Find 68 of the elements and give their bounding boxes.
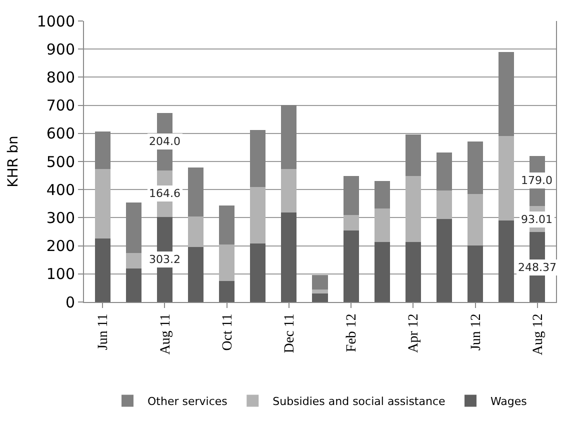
- bar: [436, 190, 452, 219]
- legend-label: Wages: [490, 395, 528, 408]
- bar: [219, 281, 235, 302]
- data-label: 248.37: [518, 261, 556, 274]
- bar: [312, 275, 328, 290]
- bar: [126, 202, 142, 254]
- bar: [343, 176, 359, 216]
- bar: [188, 246, 204, 302]
- x-tick-label: Aug 11: [158, 314, 174, 355]
- bar: [250, 186, 266, 244]
- bar: [126, 253, 142, 269]
- x-tick-label: Apr 12: [406, 314, 422, 353]
- bar: [94, 132, 110, 169]
- y-tick-label: 700: [46, 96, 75, 115]
- bar: [468, 246, 484, 302]
- y-tick-label: 300: [46, 208, 75, 227]
- bar: [281, 212, 297, 302]
- bar: [219, 244, 235, 282]
- legend-label: Subsidies and social assistance: [272, 395, 446, 408]
- data-label: 179.0: [521, 174, 552, 187]
- bar: [374, 208, 390, 242]
- x-tick-label: Aug 12: [530, 314, 546, 356]
- bar: [436, 218, 452, 302]
- y-tick-label: 1000: [36, 12, 75, 30]
- bar: [250, 244, 266, 302]
- bar: [343, 215, 359, 231]
- bar: [281, 105, 297, 169]
- bar: [343, 230, 359, 302]
- bar: [436, 152, 452, 191]
- x-tick-label: Jun 12: [468, 314, 484, 351]
- bar: [468, 141, 484, 194]
- bar: [219, 206, 235, 245]
- y-tick-label: 500: [46, 152, 75, 171]
- data-label: 303.2: [149, 253, 180, 266]
- x-tick-label: Oct 11: [220, 314, 236, 351]
- bar: [405, 134, 421, 176]
- bar: [405, 176, 421, 242]
- bar: [188, 167, 204, 217]
- y-axis-title: KHR bn: [5, 136, 22, 188]
- x-tick-label: Jun 11: [96, 314, 112, 350]
- y-tick-label: 200: [46, 237, 75, 256]
- bar: [312, 293, 328, 302]
- bar: [498, 136, 514, 221]
- bar: [374, 242, 390, 302]
- data-label: 93.01: [521, 213, 552, 226]
- data-label: 164.6: [149, 187, 180, 200]
- bar: [312, 289, 328, 294]
- y-tick-label: 800: [46, 68, 75, 86]
- y-tick-label: 100: [46, 265, 75, 284]
- bar: [94, 168, 110, 238]
- y-tick-label: 0: [65, 293, 75, 312]
- y-tick-label: 400: [46, 180, 75, 199]
- bar: [468, 194, 484, 246]
- bar: [126, 268, 142, 302]
- legend-label: Other services: [148, 395, 228, 408]
- bar: [374, 180, 390, 209]
- data-label: 204.0: [149, 135, 180, 148]
- bar: [94, 238, 110, 302]
- bar: [405, 242, 421, 302]
- bar: [250, 130, 266, 187]
- bar: [498, 52, 514, 136]
- x-tick-label: Dec 11: [282, 314, 298, 354]
- bar: [281, 168, 297, 212]
- bar: [188, 216, 204, 247]
- bar: [498, 220, 514, 302]
- y-tick-label: 900: [46, 40, 75, 58]
- x-tick-label: Feb 12: [344, 314, 360, 352]
- y-tick-label: 600: [46, 124, 75, 143]
